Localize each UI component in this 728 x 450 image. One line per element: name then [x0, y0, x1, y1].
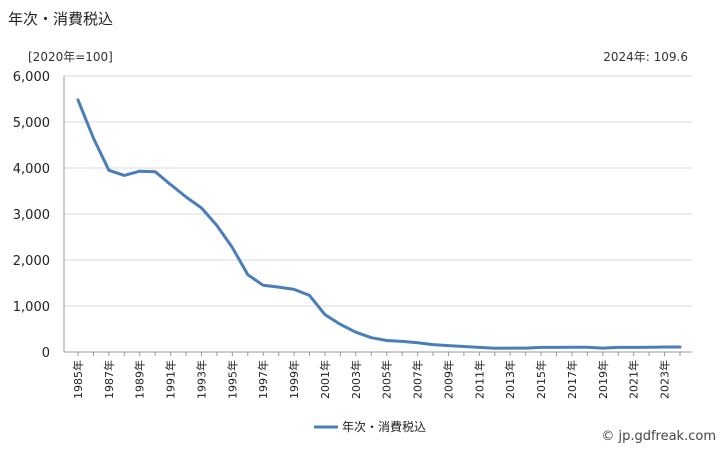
latest-value-label: 2024年: 109.6 [603, 50, 688, 64]
y-tick-label: 1,000 [13, 300, 50, 315]
legend-label: 年次・消費税込 [342, 419, 426, 434]
y-tick-label: 3,000 [13, 208, 50, 223]
axes [63, 76, 692, 356]
x-tick-label: 2001年 [318, 360, 332, 399]
y-tick-label: 6,000 [13, 70, 50, 85]
x-tick-label: 2015年 [534, 360, 548, 399]
unit-label: [2020年=100] [28, 50, 113, 64]
x-tick-label: 2019年 [596, 360, 610, 399]
x-tick-label: 1997年 [256, 360, 270, 399]
y-axis-ticks: 0 1,000 2,000 3,000 4,000 5,000 6,000 [13, 70, 50, 361]
x-tick-label: 2021年 [627, 360, 641, 399]
y-tick-label: 0 [42, 346, 50, 361]
y-tick-label: 2,000 [13, 254, 50, 269]
chart-title: 年次・消費税込 [8, 10, 114, 28]
x-tick-label: 1999年 [287, 360, 301, 399]
x-tick-label: 2005年 [380, 360, 394, 399]
x-tick-label: 1991年 [164, 360, 178, 399]
x-tick-label: 2009年 [441, 360, 455, 399]
x-tick-label: 2007年 [411, 360, 425, 399]
x-tick-label: 1985年 [71, 360, 85, 399]
gridlines [64, 75, 692, 307]
x-tick-label: 1989年 [133, 360, 147, 399]
x-tick-label: 1993年 [194, 360, 208, 399]
y-tick-label: 4,000 [13, 162, 50, 177]
x-tick-label: 1995年 [225, 360, 239, 399]
x-tick-label: 2003年 [349, 360, 363, 399]
x-tick-label: 2011年 [472, 360, 486, 399]
x-tick-label: 2017年 [565, 360, 579, 399]
x-tick-label: 2023年 [658, 360, 672, 399]
x-tick-label: 1987年 [102, 360, 116, 399]
y-tick-label: 5,000 [13, 116, 50, 131]
series-line [76, 98, 682, 350]
series-group [76, 98, 682, 350]
legend: 年次・消費税込 [314, 419, 426, 434]
x-axis-ticks: 1985年 1987年 1989年 1991年 1993年 1995年 1997年 1999年… [71, 360, 672, 399]
x-tick-label: 2013年 [503, 360, 517, 399]
source-credit: © jp.gdfreak.com [601, 429, 716, 444]
